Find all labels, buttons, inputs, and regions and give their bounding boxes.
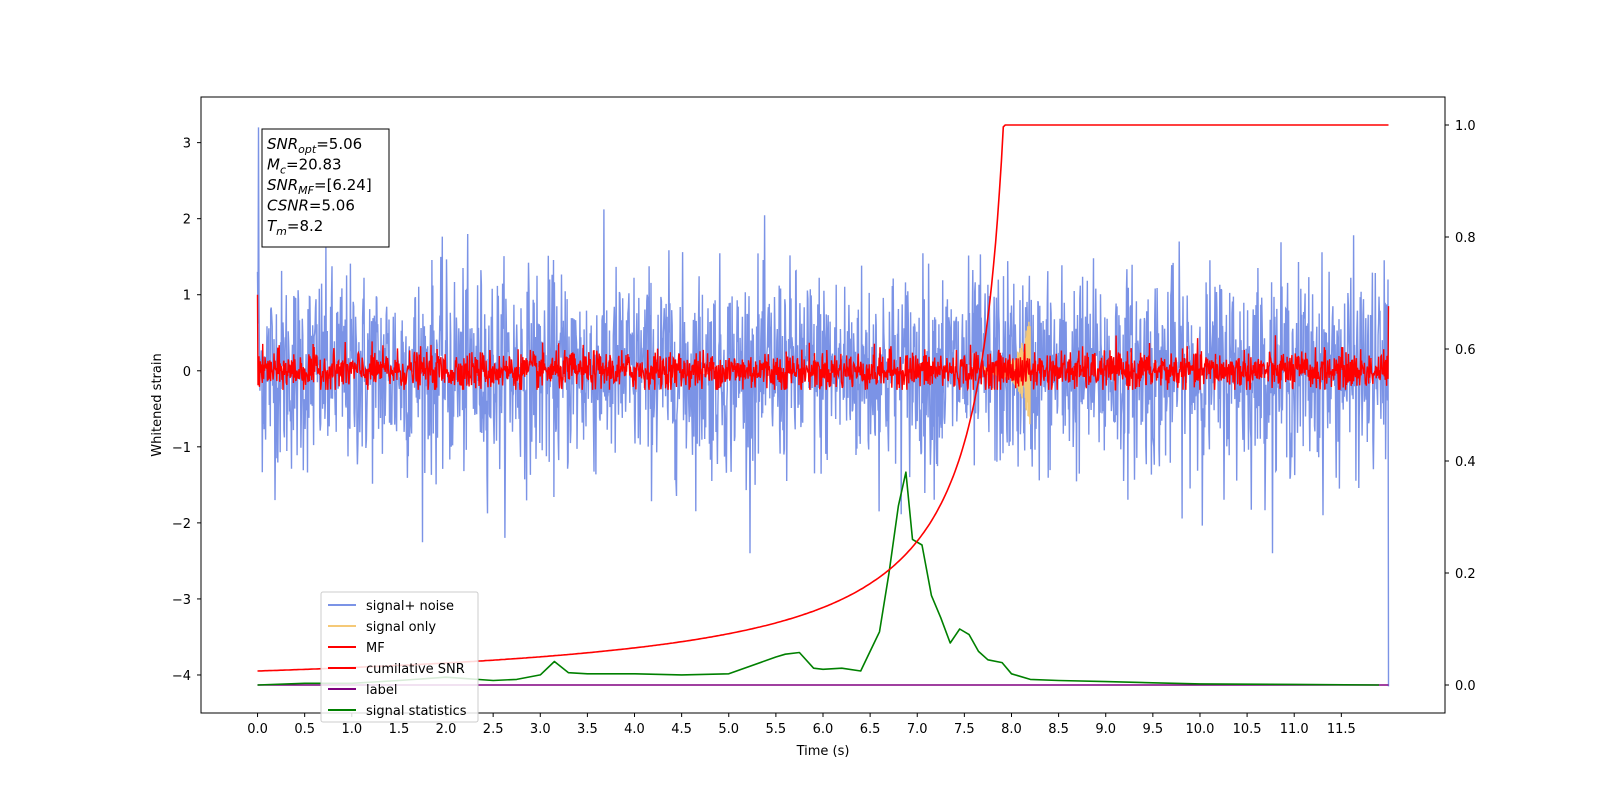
annotation-tm: Tm=8.2 — [267, 217, 323, 238]
x-tick-label: 10.0 — [1185, 722, 1214, 737]
annotation-box: SNRopt=5.06Mc=20.83SNRMF=[6.24]CSNR=5.06… — [261, 128, 390, 248]
y2-tick-label: 1.0 — [1455, 119, 1476, 134]
legend-entry: label — [366, 683, 397, 698]
y2-tick-label: 0.4 — [1455, 455, 1476, 470]
x-tick-label: 6.5 — [860, 722, 881, 737]
y-axis-right: 1.0 0.8 0.6 0.4 0.2 0.0 — [1445, 119, 1476, 694]
y-tick-label: −1 — [172, 441, 191, 456]
x-tick-label: 8.5 — [1048, 722, 1069, 737]
y2-tick-label: 0.2 — [1455, 567, 1476, 582]
legend-entry: signal+ noise — [366, 599, 454, 614]
y2-tick-label: 0.8 — [1455, 231, 1476, 246]
series-mf — [256, 294, 1390, 392]
y-axis-label: Whitened strain — [150, 353, 165, 456]
x-tick-label: 10.5 — [1233, 722, 1262, 737]
legend-entry: signal statistics — [366, 704, 467, 719]
annotation-snr-opt: SNRopt=5.06 — [267, 135, 362, 156]
x-tick-label: 4.5 — [671, 722, 692, 737]
x-tick-label: 3.0 — [530, 722, 551, 737]
y2-tick-label: 0.6 — [1455, 343, 1476, 358]
x-tick-label: 1.0 — [341, 722, 362, 737]
x-tick-label: 8.0 — [1001, 722, 1022, 737]
x-axis: 0.0 0.5 1.0 1.5 2.0 2.5 3.0 3.5 4.0 4.5 5.0 5.5 6.0 6… — [247, 713, 1356, 737]
legend-entry: signal only — [366, 620, 436, 635]
x-tick-label: 1.5 — [389, 722, 410, 737]
x-tick-label: 6.0 — [813, 722, 834, 737]
x-tick-label: 3.5 — [577, 722, 598, 737]
y-tick-label: −2 — [172, 517, 191, 532]
legend-entry: cumilative SNR — [366, 662, 465, 677]
legend-frame — [320, 591, 479, 723]
annotation-csnr: CSNR=5.06 — [267, 197, 355, 215]
y-tick-label: −4 — [172, 669, 191, 684]
x-tick-label: 2.5 — [483, 722, 504, 737]
y-tick-label: 3 — [183, 137, 191, 152]
y-tick-label: 0 — [183, 365, 191, 380]
x-tick-label: 0.0 — [247, 722, 268, 737]
x-tick-label: 9.0 — [1095, 722, 1116, 737]
x-axis-label: Time (s) — [796, 744, 850, 759]
series-signal-statistics — [257, 471, 1380, 686]
x-tick-label: 7.0 — [907, 722, 928, 737]
annotation-mc: Mc=20.83 — [267, 156, 342, 177]
legend: signal+ noise signal only MF cumilative SNR… — [320, 591, 479, 723]
y-tick-label: 1 — [183, 289, 191, 304]
annotation-frame — [261, 128, 390, 248]
y-tick-label: 2 — [183, 213, 191, 228]
y2-tick-label: 0.0 — [1455, 679, 1476, 694]
x-tick-label: 4.0 — [624, 722, 645, 737]
x-tick-label: 7.5 — [954, 722, 975, 737]
x-tick-label: 11.5 — [1327, 722, 1356, 737]
x-tick-label: 2.0 — [436, 722, 457, 737]
x-tick-label: 11.0 — [1280, 722, 1309, 737]
x-tick-label: 5.5 — [766, 722, 787, 737]
x-tick-label: 5.0 — [718, 722, 739, 737]
y-tick-label: −3 — [172, 593, 191, 608]
x-tick-label: 9.5 — [1143, 722, 1164, 737]
x-tick-label: 0.5 — [294, 722, 315, 737]
legend-entry: MF — [366, 641, 385, 656]
y-axis-left: 3 2 1 0 −1 −2 −3 −4 — [172, 137, 201, 684]
annotation-snr-mf: SNRMF=[6.24] — [267, 176, 372, 197]
